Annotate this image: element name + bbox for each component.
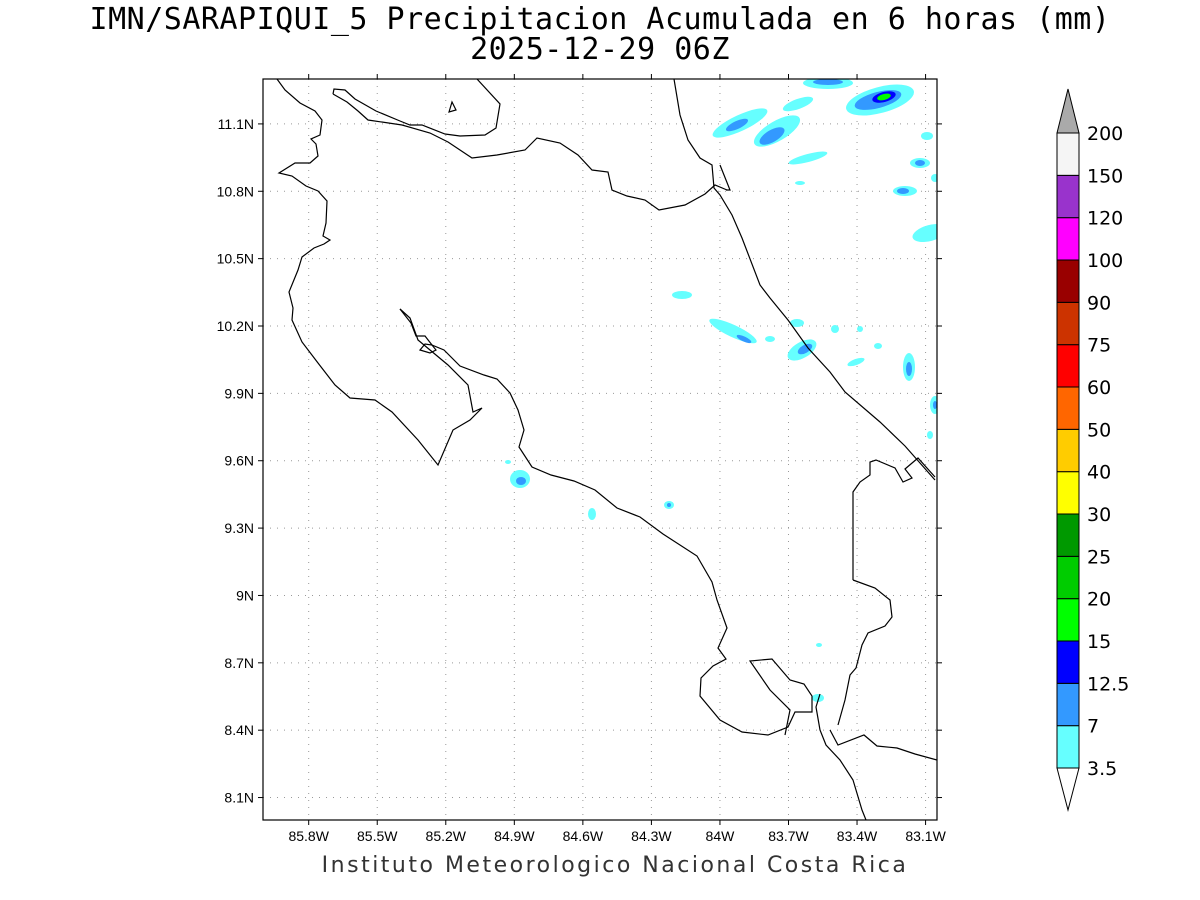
lat-tick-label: 8.7N xyxy=(224,655,254,671)
lat-tick-label: 9N xyxy=(236,587,254,603)
colorbar-swatch xyxy=(1056,301,1080,346)
lat-tick-label: 10.2N xyxy=(217,318,254,334)
lon-tick-label: 85.8W xyxy=(288,828,329,844)
precip-area xyxy=(759,127,785,145)
precip-area xyxy=(874,343,882,349)
precip-area xyxy=(847,357,865,367)
precip-area xyxy=(790,319,804,327)
colorbar-label: 90 xyxy=(1087,292,1111,314)
precip-area xyxy=(795,181,805,185)
colorbar-label: 40 xyxy=(1087,462,1111,484)
precip-area xyxy=(782,96,814,112)
colorbar-swatch xyxy=(1056,471,1080,515)
colorbar-swatch xyxy=(1056,555,1080,600)
precip-area xyxy=(927,431,933,439)
colorbar-swatch xyxy=(1056,598,1080,642)
colorbar-label: 30 xyxy=(1087,504,1111,526)
colorbar-label: 20 xyxy=(1087,589,1111,611)
precip-area xyxy=(505,460,511,464)
lat-tick-label: 9.9N xyxy=(224,385,254,401)
precip-area xyxy=(897,188,909,194)
map-background xyxy=(263,79,937,820)
precip-area xyxy=(667,503,671,507)
lon-tick-label: 84.6W xyxy=(563,828,604,844)
colorbar-swatch xyxy=(1056,725,1080,769)
precip-area xyxy=(915,160,925,166)
precip-area xyxy=(857,326,863,332)
coastline xyxy=(276,79,937,820)
colorbar-label: 75 xyxy=(1087,335,1111,357)
precip-area xyxy=(813,79,843,85)
colorbar-label: 15 xyxy=(1087,631,1111,653)
lon-tick-label: 85.5W xyxy=(357,828,398,844)
map-datetime: 2025-12-29 06Z xyxy=(470,32,730,67)
colorbar-label: 200 xyxy=(1087,123,1123,145)
lon-tick-label: 85.2W xyxy=(426,828,467,844)
colorbar-swatch xyxy=(1056,259,1080,303)
map-title: IMN/SARAPIQUI_5 Precipitacion Acumulada … xyxy=(89,2,1111,37)
colorbar-swatch xyxy=(1056,640,1080,684)
map-grid xyxy=(263,79,937,820)
precip-area xyxy=(516,477,526,485)
lon-tick-label: 84W xyxy=(706,828,736,844)
lon-tick-label: 84.3W xyxy=(631,828,672,844)
colorbar-label: 12.5 xyxy=(1087,673,1129,695)
precip-area xyxy=(672,291,692,299)
colorbar-under-arrow xyxy=(1056,767,1080,812)
colorbar-legend: 3.5 7 12.5 15 20 25 30 40 50 60 75 90 100 120 150 200 xyxy=(1056,88,1129,812)
colorbar-label: 120 xyxy=(1087,208,1123,230)
precip-area xyxy=(912,223,937,243)
precip-area xyxy=(736,334,752,344)
lat-tick-label: 9.3N xyxy=(224,520,254,536)
lon-tick-label: 83.7W xyxy=(768,828,809,844)
colorbar-swatch xyxy=(1056,513,1080,557)
colorbar-label: 50 xyxy=(1087,419,1111,441)
precip-area xyxy=(921,132,933,140)
lat-tick-label: 9.6N xyxy=(224,453,254,469)
colorbar-swatch xyxy=(1056,217,1080,261)
precip-area xyxy=(588,508,596,520)
precip-area xyxy=(877,93,891,101)
precip-area xyxy=(812,694,824,702)
colorbar-swatch xyxy=(1056,682,1080,727)
colorbar-over-arrow xyxy=(1056,88,1080,134)
colorbar-swatch xyxy=(1056,386,1080,430)
colorbar-label: 3.5 xyxy=(1087,758,1117,780)
lat-tick-label: 10.8N xyxy=(217,183,254,199)
precip-area xyxy=(765,336,775,342)
colorbar-swatch xyxy=(1056,428,1080,473)
colorbar-label: 60 xyxy=(1087,377,1111,399)
precip-area xyxy=(906,362,912,376)
colorbar-label: 100 xyxy=(1087,250,1123,272)
lon-tick-label: 84.9W xyxy=(494,828,535,844)
lat-tick-label: 8.1N xyxy=(224,790,254,806)
footer-credit: Instituto Meteorologico Nacional Costa R… xyxy=(321,853,909,878)
precip-area xyxy=(816,643,822,647)
colorbar-swatch xyxy=(1056,174,1080,219)
precip-area xyxy=(788,151,828,165)
precip-area xyxy=(933,401,937,409)
precipitation-areas xyxy=(505,79,937,702)
lat-tick-label: 10.5N xyxy=(217,251,254,267)
colorbar-swatch xyxy=(1056,344,1080,388)
lat-tick-label: 11.1N xyxy=(218,116,254,132)
latitude-axis: 11.1N 10.8N 10.5N 10.2N 9.9N 9.6N 9.3N 9N 8.7N 8.… xyxy=(217,116,942,806)
map-frame xyxy=(262,78,938,821)
longitude-axis: 85.8W 85.5W 85.2W 84.9W 84.6W 84.3W 84W 83.7W 83… xyxy=(288,74,947,844)
precip-area xyxy=(797,343,813,355)
colorbar-label: 7 xyxy=(1087,716,1099,738)
lon-tick-label: 83.4W xyxy=(837,828,878,844)
colorbar-label: 150 xyxy=(1087,165,1123,187)
precip-area xyxy=(831,325,839,333)
colorbar-label: 25 xyxy=(1087,546,1111,568)
lat-tick-label: 8.4N xyxy=(224,722,254,738)
colorbar-swatch xyxy=(1056,132,1080,176)
lon-tick-label: 83.1W xyxy=(905,828,946,844)
precip-area xyxy=(931,174,937,182)
precip-area xyxy=(725,118,749,132)
